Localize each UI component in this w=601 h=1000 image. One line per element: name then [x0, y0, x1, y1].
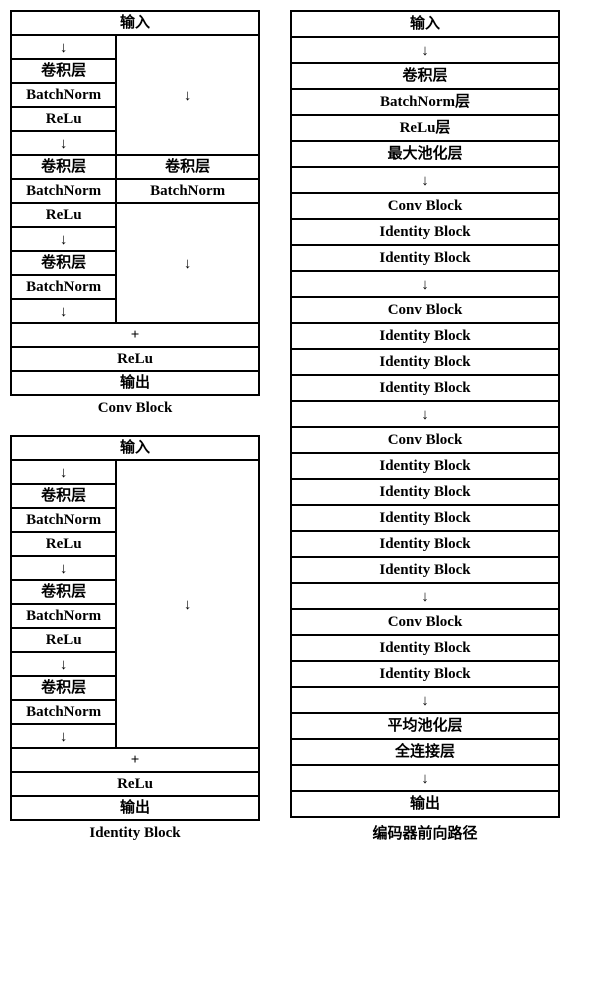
arrow-down-icon: ↓ [12, 461, 115, 483]
layer-label: Identity Block [292, 244, 558, 270]
layer-label: 平均池化层 [292, 712, 558, 738]
layer-label: Identity Block [292, 452, 558, 478]
layer-label: 输出 [292, 790, 558, 816]
identity-block-input: 输入 [12, 437, 258, 459]
layer-label: BatchNorm [12, 274, 115, 298]
encoder-wrap: 输入↓卷积层BatchNorm层ReLu层最大池化层↓Conv BlockIde… [290, 10, 560, 843]
layer-label: Identity Block [292, 218, 558, 244]
layer-label: 卷积层 [12, 58, 115, 82]
arrow-down-icon: ↓ [117, 36, 258, 154]
merge-plus: + [12, 747, 258, 771]
layer-label: ReLu [12, 627, 115, 651]
encoder-block: 输入↓卷积层BatchNorm层ReLu层最大池化层↓Conv BlockIde… [290, 10, 560, 818]
layer-label: BatchNorm层 [292, 88, 558, 114]
arrow-down-icon: ↓ [12, 723, 115, 747]
arrow-down-icon: ↓ [12, 36, 115, 58]
layer-label: Identity Block [292, 504, 558, 530]
right-column: 输入↓卷积层BatchNorm层ReLu层最大池化层↓Conv BlockIde… [290, 10, 560, 843]
conv-block-split: ↓ 卷积层 BatchNorm ReLu ↓ 卷积层 BatchNorm ReL… [12, 34, 258, 322]
layer-label: Conv Block [292, 192, 558, 218]
arrow-down-icon: ↓ [12, 226, 115, 250]
arrow-down-icon: ↓ [117, 461, 258, 747]
identity-block-left-branch: ↓ 卷积层 BatchNorm ReLu ↓ 卷积层 BatchNorm ReL… [12, 461, 117, 747]
identity-block-right-branch: ↓ [117, 461, 258, 747]
layer-label: Identity Block [292, 374, 558, 400]
arrow-down-icon: ↓ [292, 686, 558, 712]
conv-block-output: 输出 [12, 370, 258, 394]
layer-label: 全连接层 [292, 738, 558, 764]
layer-label: Identity Block [292, 530, 558, 556]
layer-label: Conv Block [292, 296, 558, 322]
layer-label: Conv Block [292, 426, 558, 452]
identity-block-caption: Identity Block [89, 825, 180, 842]
layer-label: ReLu层 [292, 114, 558, 140]
layer-label: Identity Block [292, 556, 558, 582]
layer-label: 卷积层 [117, 154, 258, 178]
layer-label: 卷积层 [12, 154, 115, 178]
arrow-down-icon: ↓ [292, 764, 558, 790]
arrow-down-icon: ↓ [12, 651, 115, 675]
conv-block-right-branch: ↓ 卷积层 BatchNorm ↓ [117, 36, 258, 322]
left-column: 输入 ↓ 卷积层 BatchNorm ReLu ↓ 卷积层 BatchNorm … [10, 10, 260, 842]
arrow-down-icon: ↓ [292, 400, 558, 426]
layer-label: 卷积层 [12, 675, 115, 699]
identity-block: 输入 ↓ 卷积层 BatchNorm ReLu ↓ 卷积层 BatchNorm … [10, 435, 260, 821]
conv-block-left-branch: ↓ 卷积层 BatchNorm ReLu ↓ 卷积层 BatchNorm ReL… [12, 36, 117, 322]
conv-block: 输入 ↓ 卷积层 BatchNorm ReLu ↓ 卷积层 BatchNorm … [10, 10, 260, 396]
arrow-down-icon: ↓ [292, 166, 558, 192]
layer-label: ReLu [12, 771, 258, 795]
conv-block-input: 输入 [12, 12, 258, 34]
arrow-down-icon: ↓ [292, 582, 558, 608]
layer-label: 卷积层 [292, 62, 558, 88]
identity-block-output: 输出 [12, 795, 258, 819]
identity-block-split: ↓ 卷积层 BatchNorm ReLu ↓ 卷积层 BatchNorm ReL… [12, 459, 258, 747]
layer-label: Identity Block [292, 478, 558, 504]
layer-label: ReLu [12, 106, 115, 130]
layer-label: ReLu [12, 531, 115, 555]
layer-label: BatchNorm [117, 178, 258, 202]
layer-label: 卷积层 [12, 579, 115, 603]
arrow-down-icon: ↓ [12, 298, 115, 322]
layer-label: 卷积层 [12, 483, 115, 507]
conv-block-wrap: 输入 ↓ 卷积层 BatchNorm ReLu ↓ 卷积层 BatchNorm … [10, 10, 260, 417]
conv-block-caption: Conv Block [98, 400, 173, 417]
layer-label: BatchNorm [12, 603, 115, 627]
encoder-caption: 编码器前向路径 [372, 822, 477, 843]
layer-label: 最大池化层 [292, 140, 558, 166]
page: 输入 ↓ 卷积层 BatchNorm ReLu ↓ 卷积层 BatchNorm … [10, 10, 591, 843]
identity-block-wrap: 输入 ↓ 卷积层 BatchNorm ReLu ↓ 卷积层 BatchNorm … [10, 435, 260, 842]
layer-label: Identity Block [292, 660, 558, 686]
layer-label: 输入 [292, 12, 558, 36]
arrow-down-icon: ↓ [292, 270, 558, 296]
layer-label: BatchNorm [12, 507, 115, 531]
layer-label: 卷积层 [12, 250, 115, 274]
layer-label: BatchNorm [12, 178, 115, 202]
arrow-down-icon: ↓ [12, 555, 115, 579]
layer-label: ReLu [12, 202, 115, 226]
layer-label: Identity Block [292, 348, 558, 374]
layer-label: BatchNorm [12, 82, 115, 106]
layer-label: ReLu [12, 346, 258, 370]
merge-plus: + [12, 322, 258, 346]
layer-label: Identity Block [292, 322, 558, 348]
arrow-down-icon: ↓ [117, 202, 258, 322]
arrow-down-icon: ↓ [12, 130, 115, 154]
layer-label: Identity Block [292, 634, 558, 660]
arrow-down-icon: ↓ [292, 36, 558, 62]
layer-label: Conv Block [292, 608, 558, 634]
layer-label: BatchNorm [12, 699, 115, 723]
